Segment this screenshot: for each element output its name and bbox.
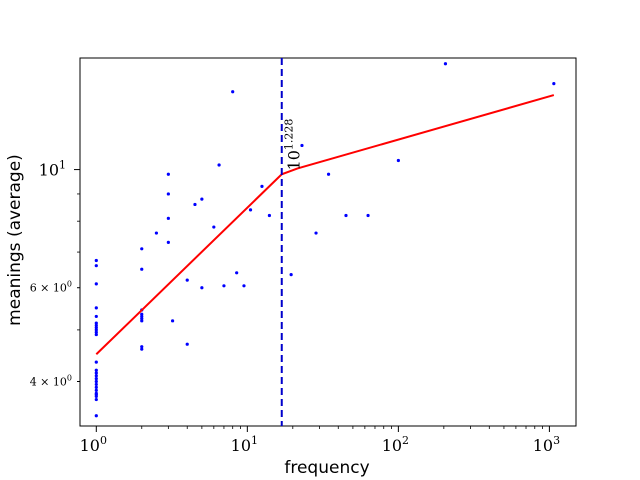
data-point xyxy=(94,282,98,286)
data-point xyxy=(166,216,170,220)
data-point xyxy=(94,379,98,384)
data-point xyxy=(94,377,98,381)
data-point xyxy=(94,382,98,387)
data-point xyxy=(94,371,98,375)
data-point xyxy=(94,388,98,392)
data-point xyxy=(140,319,144,323)
data-point xyxy=(314,231,318,235)
data-point xyxy=(200,286,204,290)
data-point xyxy=(166,192,170,196)
x-tick-label: 102 xyxy=(382,434,409,455)
data-point xyxy=(200,197,204,201)
data-point xyxy=(94,391,98,395)
data-point xyxy=(94,414,98,418)
plot-frame xyxy=(79,57,577,427)
data-point xyxy=(166,240,170,244)
y-tick-label: 101 xyxy=(39,159,66,180)
data-point xyxy=(140,345,144,349)
data-point xyxy=(267,213,271,218)
data-point xyxy=(94,368,98,372)
y-tick-label: 4 × 100 xyxy=(30,374,72,389)
data-point xyxy=(222,284,226,288)
data-point xyxy=(140,312,144,316)
data-point xyxy=(140,247,144,251)
data-point xyxy=(94,385,98,389)
annotation-layer: 101.228 xyxy=(283,119,304,171)
data-point xyxy=(248,208,253,212)
data-point xyxy=(94,323,98,327)
data-point xyxy=(94,328,98,332)
data-point xyxy=(94,306,98,310)
x-tick-label: 100 xyxy=(80,434,107,455)
data-point xyxy=(94,321,98,325)
data-point xyxy=(396,158,400,163)
data-point xyxy=(185,278,189,282)
data-point xyxy=(185,342,189,346)
data-point xyxy=(94,258,98,263)
data-point xyxy=(140,317,144,321)
data-point xyxy=(140,267,144,271)
data-point xyxy=(94,325,98,330)
data-point xyxy=(94,332,98,337)
data-point xyxy=(94,397,98,402)
data-point xyxy=(242,284,246,288)
data-point xyxy=(94,330,98,334)
data-point xyxy=(94,360,98,364)
data-point xyxy=(231,90,235,94)
fit-line xyxy=(95,94,555,355)
data-point xyxy=(193,202,197,207)
data-point xyxy=(166,172,170,176)
data-point xyxy=(94,264,98,268)
data-point xyxy=(170,319,175,323)
data-point xyxy=(94,314,98,319)
data-point xyxy=(300,143,304,148)
data-point xyxy=(217,163,221,167)
breakpoint-annotation: 101.228 xyxy=(283,119,304,171)
data-point xyxy=(260,184,264,188)
data-point xyxy=(212,225,216,229)
y-tick-label: 6 × 100 xyxy=(30,280,72,295)
points-layer xyxy=(94,62,556,418)
data-point xyxy=(443,62,448,66)
data-point xyxy=(552,82,556,86)
x-axis: 100 101 102 103 xyxy=(80,426,560,455)
x-tick-label: 103 xyxy=(533,434,560,455)
data-point xyxy=(326,172,331,176)
x-axis-label: frequency xyxy=(284,458,369,478)
data-point xyxy=(235,271,239,275)
y-axis-label: meanings (average) xyxy=(5,154,25,326)
data-point xyxy=(289,273,293,277)
data-point xyxy=(140,347,144,351)
plot-area xyxy=(79,57,577,427)
data-point xyxy=(366,213,370,218)
y-axis: 101 6 × 100 4 × 100 xyxy=(30,159,80,389)
data-point xyxy=(94,374,98,378)
data-point xyxy=(344,213,348,218)
fit-layer xyxy=(95,94,555,355)
x-tick-label: 101 xyxy=(231,434,258,455)
data-point xyxy=(154,231,158,235)
